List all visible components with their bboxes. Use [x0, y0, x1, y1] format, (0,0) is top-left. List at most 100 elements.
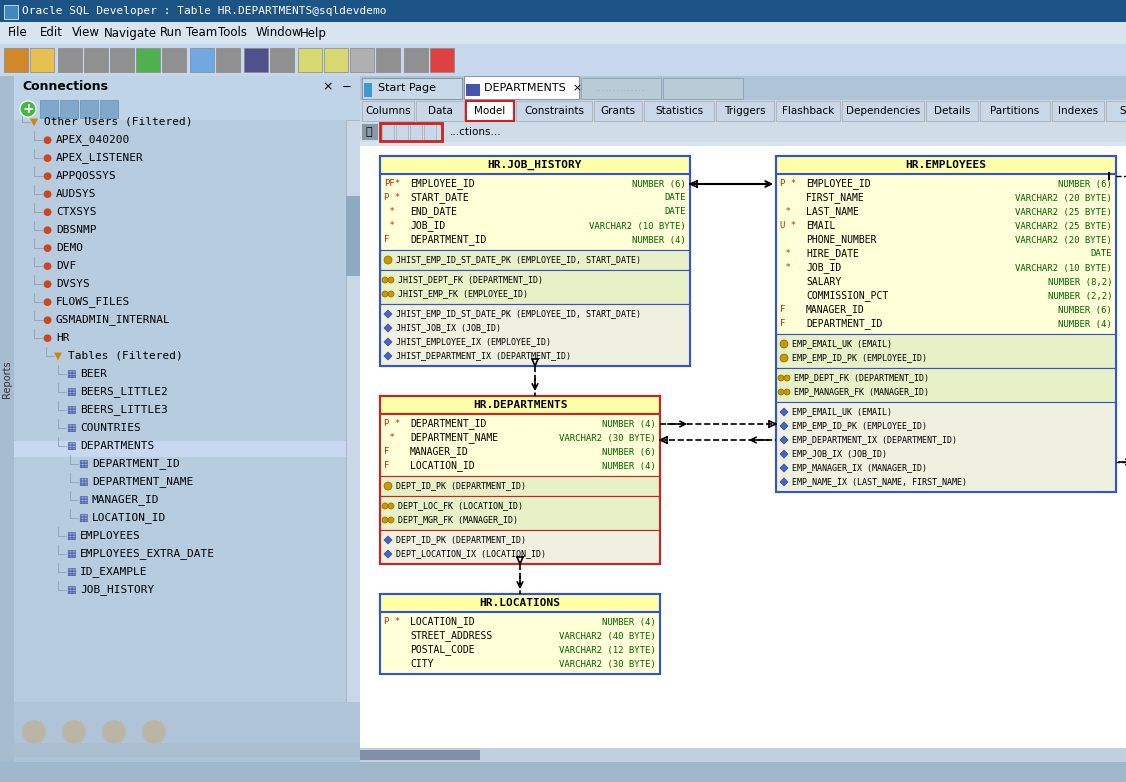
Circle shape	[388, 503, 394, 509]
Text: HR.EMPLOYEES: HR.EMPLOYEES	[905, 160, 986, 170]
Text: EMP_NAME_IX (LAST_NAME, FIRST_NAME): EMP_NAME_IX (LAST_NAME, FIRST_NAME)	[792, 478, 967, 486]
Text: ●: ●	[42, 279, 51, 289]
Text: HR.JOB_HISTORY: HR.JOB_HISTORY	[488, 160, 582, 170]
Circle shape	[388, 517, 394, 523]
Text: Statistics: Statistics	[655, 106, 703, 116]
Bar	[346, 196, 360, 276]
Text: DBSNMP: DBSNMP	[56, 225, 97, 235]
Text: GSMADMIN_INTERNAL: GSMADMIN_INTERNAL	[56, 314, 171, 325]
Polygon shape	[780, 450, 788, 458]
Bar	[59, 48, 82, 72]
Bar	[379, 156, 690, 366]
Bar	[379, 250, 690, 270]
Text: U *: U *	[780, 221, 796, 231]
Text: DEPT_MGR_FK (MANAGER_ID): DEPT_MGR_FK (MANAGER_ID)	[397, 515, 518, 525]
Text: ▦: ▦	[66, 369, 75, 379]
Text: DEMO: DEMO	[56, 243, 83, 253]
Text: *: *	[384, 221, 395, 231]
Text: F: F	[384, 235, 390, 245]
Text: JHIST_JOB_IX (JOB_ID): JHIST_JOB_IX (JOB_ID)	[396, 324, 501, 332]
Bar	[379, 612, 660, 674]
Text: LOCATION_ID: LOCATION_ID	[410, 616, 475, 627]
Bar	[776, 156, 1116, 174]
Circle shape	[20, 101, 36, 117]
Bar	[376, 48, 400, 72]
Bar	[776, 402, 1116, 492]
Text: ●: ●	[42, 153, 51, 163]
Bar	[324, 48, 348, 72]
Text: P *: P *	[384, 419, 400, 429]
Text: ●: ●	[42, 261, 51, 271]
Circle shape	[778, 375, 784, 381]
Text: PF*: PF*	[384, 180, 400, 188]
Text: EMP_EMP_ID_PK (EMPLOYEE_ID): EMP_EMP_ID_PK (EMPLOYEE_ID)	[792, 353, 927, 363]
Text: ▦: ▦	[66, 423, 75, 433]
Circle shape	[23, 720, 46, 744]
Text: VARCHAR2 (30 BYTE): VARCHAR2 (30 BYTE)	[560, 659, 656, 669]
Bar	[364, 83, 372, 97]
Bar	[360, 100, 1126, 122]
Circle shape	[780, 340, 788, 348]
Bar	[162, 48, 186, 72]
Text: NUMBER (4): NUMBER (4)	[602, 618, 656, 626]
Text: Team: Team	[186, 27, 217, 40]
Polygon shape	[384, 550, 392, 558]
Text: NUMBER (8,2): NUMBER (8,2)	[1047, 278, 1112, 286]
Circle shape	[382, 503, 388, 509]
Text: DEPARTMENT_NAME: DEPARTMENT_NAME	[410, 432, 498, 443]
Text: ●: ●	[42, 297, 51, 307]
Circle shape	[388, 291, 394, 297]
Text: VARCHAR2 (30 BYTE): VARCHAR2 (30 BYTE)	[560, 433, 656, 443]
Bar	[379, 123, 443, 141]
Bar	[663, 78, 743, 99]
Text: DEPARTMENTS: DEPARTMENTS	[80, 441, 154, 451]
Text: EMPLOYEE_ID: EMPLOYEE_ID	[410, 178, 475, 189]
Text: View: View	[72, 27, 100, 40]
Text: MANAGER_ID: MANAGER_ID	[92, 494, 160, 505]
Text: DEPT_LOC_FK (LOCATION_ID): DEPT_LOC_FK (LOCATION_ID)	[397, 501, 522, 511]
Text: EMP_DEPT_FK (DEPARTMENT_ID): EMP_DEPT_FK (DEPARTMENT_ID)	[794, 374, 929, 382]
Text: JHIST_EMP_ID_ST_DATE_PK (EMPLOYEE_ID, START_DATE): JHIST_EMP_ID_ST_DATE_PK (EMPLOYEE_ID, ST…	[396, 310, 641, 318]
Bar	[361, 101, 414, 121]
Text: ●: ●	[42, 207, 51, 217]
Bar	[1106, 101, 1126, 121]
Text: DATE: DATE	[664, 207, 686, 217]
Text: ─: ─	[342, 81, 349, 94]
Text: *: *	[384, 433, 395, 443]
Bar	[430, 48, 454, 72]
Text: JHIST_EMP_ID_ST_DATE_PK (EMPLOYEE_ID, START_DATE): JHIST_EMP_ID_ST_DATE_PK (EMPLOYEE_ID, ST…	[396, 256, 641, 264]
Text: EMP_JOB_IX (JOB_ID): EMP_JOB_IX (JOB_ID)	[792, 450, 887, 458]
Text: Window: Window	[256, 27, 303, 40]
Text: Reports: Reports	[2, 361, 12, 398]
Bar	[379, 476, 660, 496]
Text: ▦: ▦	[66, 441, 75, 451]
Text: VARCHAR2 (25 BYTE): VARCHAR2 (25 BYTE)	[1016, 207, 1112, 217]
Text: Other Users (Filtered): Other Users (Filtered)	[44, 117, 193, 127]
Text: DVF: DVF	[56, 261, 77, 271]
Bar	[110, 48, 134, 72]
Text: HR: HR	[56, 333, 70, 343]
Text: ▦: ▦	[66, 549, 75, 559]
Text: Constraints: Constraints	[524, 106, 584, 116]
Bar	[360, 748, 1126, 762]
Bar	[466, 84, 480, 96]
Text: ...ctions...: ...ctions...	[450, 127, 501, 137]
Text: ID_EXAMPLE: ID_EXAMPLE	[80, 566, 148, 577]
Text: VARCHAR2 (20 BYTE): VARCHAR2 (20 BYTE)	[1016, 235, 1112, 245]
Bar	[980, 101, 1051, 121]
Text: ●: ●	[42, 189, 51, 199]
Circle shape	[384, 482, 392, 490]
Polygon shape	[780, 408, 788, 416]
Text: P *: P *	[384, 618, 400, 626]
Bar	[776, 156, 1116, 492]
Text: ●: ●	[42, 333, 51, 343]
Bar	[379, 396, 660, 564]
Text: DEPARTMENT_ID: DEPARTMENT_ID	[410, 418, 486, 429]
Text: ▼: ▼	[30, 117, 38, 127]
Text: EMP_EMP_ID_PK (EMPLOYEE_ID): EMP_EMP_ID_PK (EMPLOYEE_ID)	[792, 421, 927, 431]
Text: MANAGER_ID: MANAGER_ID	[410, 447, 468, 457]
Text: Flashback: Flashback	[781, 106, 834, 116]
Text: SALARY: SALARY	[806, 277, 841, 287]
Text: ▦: ▦	[66, 531, 75, 541]
Text: DEPT_ID_PK (DEPARTMENT_ID): DEPT_ID_PK (DEPARTMENT_ID)	[396, 482, 526, 490]
